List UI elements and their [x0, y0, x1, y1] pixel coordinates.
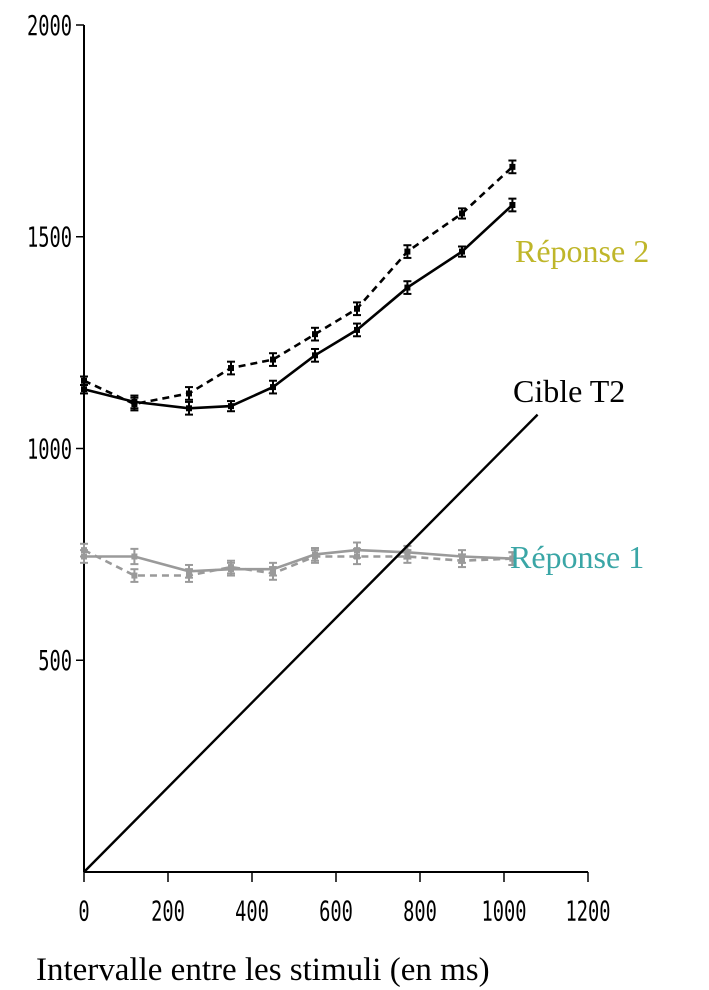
series-4	[83, 413, 539, 873]
annotation-reponse-1: Réponse 1	[510, 539, 644, 575]
data-point	[404, 284, 411, 291]
data-point	[131, 401, 138, 408]
x-tick-label: 600	[319, 895, 353, 928]
y-tick-label: 1500	[27, 221, 72, 254]
x-tick-label: 400	[235, 895, 269, 928]
series-line	[84, 548, 513, 573]
data-point	[354, 305, 360, 312]
data-point	[312, 553, 318, 560]
data-point	[312, 352, 318, 359]
y-tick-label: 1000	[27, 433, 72, 466]
x-tick-label: 1200	[565, 895, 610, 928]
x-tick-label: 800	[403, 895, 437, 928]
data-point	[186, 572, 192, 579]
series-line	[83, 165, 514, 406]
data-point	[228, 365, 234, 372]
labels-layer: Réponse 2 Cible T2 Réponse 1 Intervalle …	[36, 233, 649, 988]
data-point	[459, 557, 465, 564]
x-tick-label: 200	[151, 895, 185, 928]
data-point	[270, 356, 276, 363]
series-3	[80, 542, 517, 583]
series-1	[80, 159, 517, 412]
data-point	[459, 210, 465, 217]
series-line	[83, 413, 539, 873]
data-point	[404, 553, 411, 560]
data-point	[228, 403, 234, 410]
data-point	[354, 553, 360, 560]
data-point	[131, 572, 138, 579]
series-line	[83, 204, 514, 410]
data-point	[354, 326, 360, 333]
data-point	[509, 163, 516, 170]
x-axis-label: Intervalle entre les stimuli (en ms)	[36, 952, 490, 988]
data-point	[81, 386, 87, 393]
series-0	[80, 197, 517, 416]
y-tick-label: 2000	[27, 9, 72, 42]
data-point	[228, 564, 234, 571]
series-layer	[80, 159, 539, 873]
data-point	[509, 555, 516, 562]
x-tick-label: 1000	[481, 895, 526, 928]
series-line	[83, 548, 513, 577]
data-point	[509, 201, 516, 208]
annotation-reponse-2: Réponse 2	[515, 233, 649, 269]
x-tick-label: 0	[78, 895, 89, 928]
data-point	[459, 248, 465, 255]
data-point	[81, 547, 87, 554]
y-tick-label: 500	[38, 645, 72, 678]
data-point	[81, 377, 87, 384]
data-point	[270, 384, 276, 391]
data-point	[270, 570, 276, 577]
data-point	[131, 553, 138, 560]
data-point	[312, 331, 318, 338]
data-point	[186, 405, 192, 412]
data-point	[404, 248, 411, 255]
data-point	[186, 390, 192, 397]
annotation-cible-t2: Cible T2	[513, 373, 625, 409]
axes: 0 200 400 600 800 1000 1200 500 1000 1500 2000	[27, 9, 611, 927]
